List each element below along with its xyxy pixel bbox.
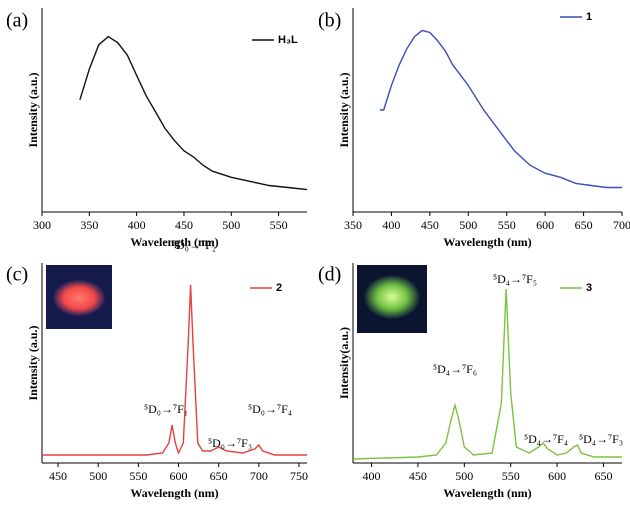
annotation: ⁵D₄→⁷F₃	[579, 432, 623, 446]
annotation: ⁵D₀→⁷F₃	[208, 436, 252, 450]
x-tick-label: 650	[575, 218, 593, 232]
x-tick-label: 600	[548, 469, 566, 483]
x-tick-label: 550	[270, 218, 288, 232]
x-tick-label: 500	[222, 218, 240, 232]
y-axis-label: Intensity (a.u.)	[26, 72, 40, 147]
panel-label: (d)	[318, 264, 341, 286]
x-tick-label: 400	[382, 218, 400, 232]
x-tick-label: 600	[170, 469, 188, 483]
x-tick-label: 400	[363, 469, 381, 483]
legend-label: 3	[586, 282, 592, 294]
x-tick-label: 550	[498, 218, 516, 232]
data-line	[352, 288, 622, 460]
x-axis-label: Wavelength (nm)	[130, 235, 218, 249]
data-line	[79, 35, 308, 191]
x-tick-label: 700	[250, 469, 268, 483]
x-tick-label: 500	[455, 469, 473, 483]
x-tick-label: 300	[33, 218, 51, 232]
x-tick-label: 500	[89, 469, 107, 483]
x-tick-label: 650	[210, 469, 228, 483]
x-tick-label: 400	[128, 218, 146, 232]
legend-label: 1	[586, 11, 592, 23]
x-tick-label: 700	[613, 218, 630, 232]
panel-label: (b)	[318, 10, 341, 32]
x-tick-label: 550	[502, 469, 520, 483]
x-tick-label: 350	[80, 218, 98, 232]
x-tick-label: 450	[409, 469, 427, 483]
annotation: ⁵D₄→⁷F₄	[524, 432, 568, 446]
inset-powder	[53, 280, 105, 316]
panel-label: (a)	[6, 10, 28, 32]
y-axis-label: Intensity(a.u.)	[337, 327, 351, 399]
x-axis-label: Wavelength (nm)	[443, 486, 531, 500]
inset-powder	[364, 275, 420, 319]
y-axis-label: Intensity (a.u.)	[26, 325, 40, 400]
annotation: ⁵D₄→⁷F₆	[433, 362, 477, 376]
annotation: ⁵D₀→⁷F₄	[248, 402, 292, 416]
x-tick-label: 600	[536, 218, 554, 232]
annotation: ⁵D₄→⁷F₅	[493, 272, 537, 286]
annotation: ⁵D₀→⁷F₂	[172, 238, 216, 252]
x-tick-label: 450	[49, 469, 67, 483]
x-tick-label: 450	[175, 218, 193, 232]
x-tick-label: 750	[290, 469, 308, 483]
legend-label: 2	[276, 282, 282, 294]
x-axis-label: Wavelength (nm)	[130, 486, 218, 500]
y-axis-label: Intensity (a.u.)	[337, 72, 351, 147]
x-tick-label: 450	[421, 218, 439, 232]
legend-label: H₃L	[278, 34, 298, 46]
x-tick-label: 650	[594, 469, 612, 483]
panel-label: (c)	[6, 264, 28, 286]
x-tick-label: 550	[129, 469, 147, 483]
x-tick-label: 350	[344, 218, 362, 232]
data-line	[42, 284, 307, 456]
x-axis-label: Wavelength (nm)	[443, 235, 531, 249]
data-line	[379, 29, 622, 189]
x-tick-label: 500	[459, 218, 477, 232]
annotation: ⁵D₀→⁷F₁	[144, 402, 188, 416]
